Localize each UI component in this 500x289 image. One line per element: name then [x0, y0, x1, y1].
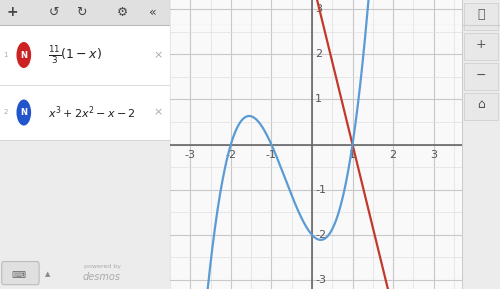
Text: -2: -2 [315, 230, 326, 240]
Bar [464, 93, 498, 120]
Text: -1: -1 [315, 185, 326, 195]
Text: N: N [20, 51, 28, 60]
Bar [0, 85, 170, 140]
Circle shape [16, 41, 32, 69]
Text: +: + [6, 5, 18, 19]
Circle shape [16, 99, 32, 126]
Bar [0, 0, 170, 25]
Text: ⌨: ⌨ [12, 270, 26, 279]
Text: 3: 3 [315, 4, 322, 14]
Text: -1: -1 [266, 150, 277, 160]
Text: 1: 1 [315, 94, 322, 104]
Text: ↻: ↻ [76, 6, 87, 19]
Text: +: + [476, 38, 486, 51]
Bar [0, 25, 170, 85]
Text: powered by: powered by [84, 264, 120, 269]
Text: 3: 3 [430, 150, 437, 160]
Text: ▲: ▲ [45, 272, 51, 277]
Text: -3: -3 [185, 150, 196, 160]
Text: $\frac{11}{3}(1-x)$: $\frac{11}{3}(1-x)$ [48, 44, 102, 66]
Text: -3: -3 [315, 275, 326, 285]
Text: −: − [476, 68, 486, 81]
Text: 2: 2 [390, 150, 396, 160]
Bar [464, 63, 498, 90]
Text: ×: × [154, 50, 163, 60]
Text: 1: 1 [349, 150, 356, 160]
Text: «: « [149, 6, 157, 19]
Text: ×: × [154, 108, 163, 118]
Text: desmos: desmos [83, 272, 121, 282]
Text: 2: 2 [4, 110, 8, 116]
Bar [464, 3, 498, 30]
FancyBboxPatch shape [2, 262, 39, 285]
Text: N: N [20, 108, 28, 117]
Text: ⚙: ⚙ [117, 6, 128, 19]
Text: 2: 2 [315, 49, 322, 59]
Bar [464, 33, 498, 60]
Text: 1: 1 [4, 52, 8, 58]
Text: ↺: ↺ [49, 6, 59, 19]
Text: 🔧: 🔧 [477, 8, 485, 21]
Text: $x^3+2x^2-x-2$: $x^3+2x^2-x-2$ [48, 104, 135, 121]
Text: -2: -2 [226, 150, 236, 160]
Text: ⌂: ⌂ [477, 99, 485, 112]
